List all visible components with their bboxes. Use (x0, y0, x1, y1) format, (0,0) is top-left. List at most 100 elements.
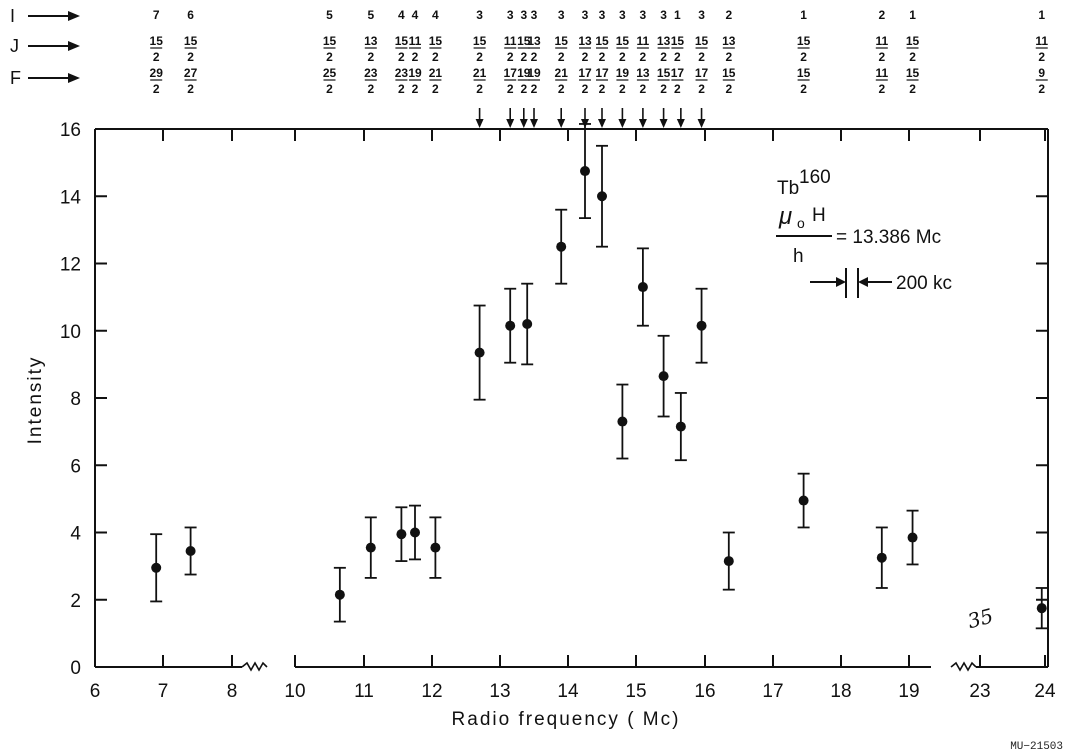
qn-J-numerator: 15 (695, 34, 709, 48)
qn-I: 4 (412, 8, 419, 22)
y-tick-label: 2 (70, 591, 81, 612)
qn-J-denominator: 2 (187, 50, 194, 64)
data-point (333, 566, 346, 623)
data-point (473, 304, 486, 401)
qn-F-denominator: 2 (398, 82, 405, 96)
data-marker (430, 542, 441, 553)
qn-J-denominator: 2 (520, 50, 527, 64)
isotope-mass: 160 (799, 167, 831, 188)
qn-J-denominator: 2 (619, 50, 626, 64)
qn-column: 1 15 2 15 2 (797, 8, 811, 96)
qn-F-denominator: 2 (531, 82, 538, 96)
qn-F-numerator: 29 (150, 66, 164, 80)
data-marker (505, 320, 516, 331)
y-tick-label: 16 (60, 120, 81, 141)
qn-J-numerator: 15 (323, 34, 337, 48)
resonance-arrowhead (506, 119, 515, 128)
qn-J-denominator: 2 (1038, 50, 1045, 64)
qn-I: 4 (398, 8, 405, 22)
qn-I: 1 (674, 8, 681, 22)
qn-I: 3 (640, 8, 647, 22)
qn-I: 1 (800, 8, 807, 22)
row-arrowhead (68, 73, 80, 83)
qn-F-denominator: 2 (187, 82, 194, 96)
data-marker (334, 589, 345, 600)
axis-break-1 (241, 661, 268, 672)
x-tick-label: 14 (557, 681, 579, 702)
qn-J-numerator: 15 (616, 34, 630, 48)
qn-F-numerator: 19 (408, 66, 422, 80)
data-marker (410, 527, 420, 538)
qn-F-denominator: 2 (432, 82, 439, 96)
data-point (1035, 587, 1048, 630)
qn-F-numerator: 19 (517, 66, 531, 80)
qn-J-denominator: 2 (507, 50, 514, 64)
qn-F-numerator: 19 (616, 66, 630, 80)
resonance-arrowhead (519, 119, 528, 128)
mu-symbol: μ (778, 203, 792, 230)
data-point (521, 282, 534, 366)
qn-column: 7 15 2 29 2 (150, 8, 164, 96)
qn-F-numerator: 15 (797, 66, 811, 80)
qn-I: 2 (878, 8, 885, 22)
qn-J-denominator: 2 (599, 50, 606, 64)
qn-column: 3 15 2 17 2 (595, 8, 609, 96)
qn-F-numerator: 11 (875, 66, 888, 80)
data-point (906, 509, 919, 566)
qn-J-denominator: 2 (153, 50, 160, 64)
qn-J-numerator: 15 (555, 34, 569, 48)
qn-F-denominator: 2 (599, 82, 606, 96)
qn-J-numerator: 13 (657, 34, 671, 48)
x-tick-label: 11 (354, 681, 374, 702)
resonance-arrowhead (676, 119, 685, 128)
qn-F-numerator: 17 (595, 66, 609, 80)
data-point (579, 123, 591, 220)
data-point (616, 383, 629, 460)
qn-F-numerator: 19 (527, 66, 541, 80)
data-point (695, 287, 708, 364)
resonance-arrowhead (557, 119, 566, 128)
data-point (150, 533, 163, 603)
x-tick-label: 7 (158, 681, 169, 702)
data-point (722, 531, 735, 591)
qn-I: 4 (432, 8, 439, 22)
qn-J-numerator: 15 (671, 34, 685, 48)
field-annotation: Tb 160 μ o H h = 13.386 Mc (776, 167, 941, 267)
qn-F-denominator: 2 (153, 82, 160, 96)
data-marker (151, 562, 162, 573)
qn-J-denominator: 2 (398, 50, 405, 64)
qn-F-denominator: 2 (520, 82, 527, 96)
handwritten-note: 35 (965, 603, 996, 633)
data-point (409, 504, 421, 561)
qn-J-denominator: 2 (698, 50, 705, 64)
qn-J-denominator: 2 (674, 50, 681, 64)
qn-I: 2 (725, 8, 732, 22)
qn-column: 3 13 2 19 2 (527, 8, 541, 96)
y-tick-label: 14 (60, 187, 82, 208)
x-tick-label: 16 (694, 681, 715, 702)
qn-F-numerator: 21 (555, 66, 569, 80)
data-marker (474, 347, 485, 358)
x-tick-label: 12 (421, 681, 442, 702)
plot-frame (94, 128, 1049, 672)
qn-J-numerator: 13 (722, 34, 736, 48)
data-marker (723, 556, 734, 567)
data-point (504, 287, 517, 364)
qn-F-numerator: 23 (364, 66, 378, 80)
qn-I: 5 (367, 8, 374, 22)
qn-J-denominator: 2 (476, 50, 483, 64)
qn-I: 3 (558, 8, 565, 22)
qn-column: 1 15 2 15 2 (906, 8, 920, 96)
qn-J-numerator: 13 (527, 34, 541, 48)
y-tick-label: 6 (70, 456, 81, 477)
qn-J-denominator: 2 (909, 50, 916, 64)
qn-J-numerator: 13 (364, 34, 378, 48)
data-marker (597, 191, 607, 202)
qn-J-denominator: 2 (558, 50, 565, 64)
scale-left-arrowhead (836, 277, 846, 287)
x-tick-label: 17 (762, 681, 783, 702)
qn-F-numerator: 27 (184, 66, 198, 80)
data-marker (556, 241, 567, 252)
quantum-number-rows: IJF (10, 6, 80, 88)
